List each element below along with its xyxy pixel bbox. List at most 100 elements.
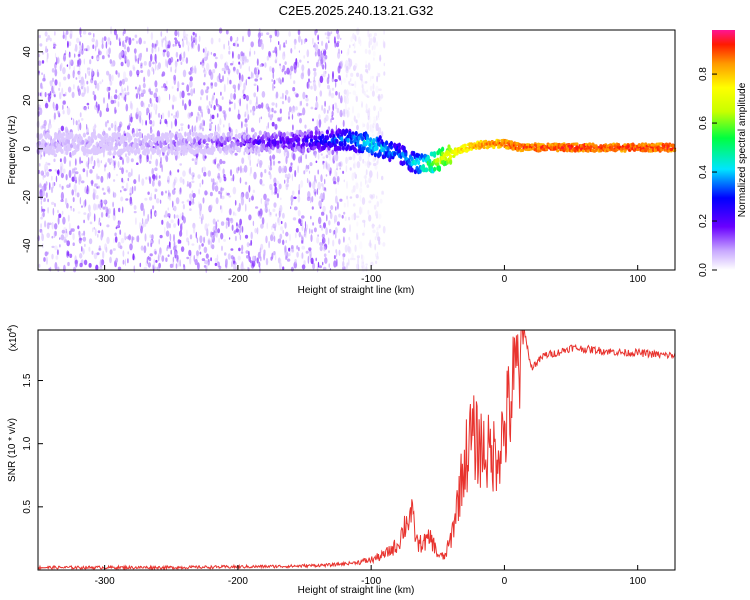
spectrogram-noise-cell: [279, 79, 282, 85]
spectrogram-ridge-cell: [309, 130, 314, 136]
spectrogram-noise-cell: [106, 102, 109, 111]
spectrogram-noise-cell: [158, 238, 160, 245]
spectrogram-noise-cell: [236, 222, 238, 227]
spectrogram-noise-cell: [106, 224, 110, 228]
spectrogram-noise-cell: [232, 174, 235, 182]
spectrogram-noise-cell: [138, 37, 142, 45]
spectrogram-noise-cell: [139, 93, 141, 100]
spectrogram-noise-cell: [379, 106, 382, 112]
spectrogram-noise-cell: [245, 203, 247, 212]
spectrogram-noise-cell: [241, 95, 245, 99]
spectrogram-noise-cell: [285, 231, 289, 237]
spectrogram-noise-cell: [317, 41, 319, 45]
spectrogram-noise-cell: [318, 216, 322, 225]
spectrogram-noise-cell: [252, 72, 254, 79]
spectrogram-noise-cell: [149, 253, 153, 257]
spectrogram-noise-cell: [76, 64, 80, 68]
spectrogram-noise-cell: [265, 257, 269, 266]
spectrogram-noise-cell: [174, 254, 177, 259]
spectrogram-noise-cell: [147, 255, 150, 260]
spectrogram-noise-cell: [147, 262, 151, 268]
spectrogram-noise-cell: [200, 61, 202, 65]
spectrogram-noise-cell: [288, 111, 290, 117]
spectrogram-noise-cell: [148, 60, 152, 68]
spectrogram-noise-cell: [271, 79, 274, 82]
spectrogram-ridge-cell: [436, 157, 440, 163]
spectrogram-noise-cell: [182, 40, 185, 48]
spectrogram-noise-cell: [186, 184, 190, 187]
spectrogram-noise-cell: [100, 175, 104, 183]
spectrogram-noise-cell: [78, 71, 81, 80]
spectrogram-noise-cell: [101, 187, 105, 191]
spectrogram-noise-cell: [274, 86, 276, 89]
spectrogram-noise-cell: [254, 78, 258, 82]
spectrogram-ridge-cell: [354, 148, 358, 154]
spectrogram-noise-cell: [41, 208, 46, 212]
spectrogram-noise-cell: [173, 234, 175, 242]
spectrogram-noise-cell: [210, 37, 214, 45]
spectrogram-noise-cell: [238, 72, 241, 81]
spectrogram-noise-cell: [53, 158, 56, 163]
spectrogram-noise-cell: [166, 60, 169, 69]
spectrogram-noise-cell: [248, 256, 251, 262]
spectrogram-noise-cell: [206, 228, 209, 237]
spectrogram-ridge-cell: [645, 146, 649, 150]
spectrogram-noise-cell: [60, 199, 64, 202]
spectrogram-noise-cell: [194, 67, 197, 74]
spectrogram-ridge-cell: [212, 147, 216, 152]
spectrogram-noise-cell: [59, 183, 62, 188]
spectrogram-noise-cell: [223, 252, 227, 256]
spectrogram-noise-cell: [144, 233, 147, 242]
spectrogram-noise-cell: [356, 112, 361, 119]
spectrogram-noise-cell: [290, 245, 294, 250]
spectrogram-noise-cell: [200, 89, 204, 96]
spectrogram-noise-cell: [180, 246, 185, 253]
spectrogram-noise-cell: [237, 207, 241, 212]
spectrogram-noise-cell: [349, 167, 352, 171]
spectrogram-noise-cell: [117, 101, 120, 108]
spectrogram-noise-cell: [241, 121, 243, 129]
spectrogram-noise-cell: [150, 102, 153, 107]
spectrogram-noise-cell: [77, 88, 81, 96]
spectrogram-noise-cell: [96, 252, 100, 256]
spectrogram-noise-cell: [88, 246, 91, 252]
spectrogram-noise-cell: [361, 197, 366, 205]
spectrogram-noise-cell: [99, 259, 103, 268]
spectrogram-noise-cell: [79, 41, 81, 46]
spectrogram-noise-cell: [155, 60, 158, 64]
spectrogram-noise-cell: [266, 222, 268, 230]
spectrogram-noise-cell: [128, 37, 132, 46]
spectrogram-noise-cell: [107, 37, 111, 45]
spectrogram-noise-cell: [257, 69, 260, 75]
spectrogram-noise-cell: [208, 101, 211, 106]
spectrogram-noise-cell: [120, 50, 124, 56]
spectrogram-noise-cell: [290, 206, 292, 210]
spectrogram-noise-cell: [228, 195, 232, 198]
spectrogram-noise-cell: [309, 162, 313, 167]
spectrogram-noise-cell: [121, 78, 125, 85]
spectrogram-noise-cell: [135, 235, 140, 242]
spectrogram-noise-cell: [61, 185, 64, 190]
spectrogram-noise-cell: [57, 110, 60, 115]
spectrogram-noise-cell: [228, 126, 231, 132]
spectrogram-noise-cell: [46, 222, 50, 230]
spectrogram-noise-cell: [308, 247, 312, 252]
spectrogram-noise-cell: [217, 123, 220, 132]
spectrogram-noise-cell: [296, 251, 299, 258]
spectrogram-noise-cell: [175, 197, 180, 205]
spectrogram-noise-cell: [323, 107, 326, 114]
spectrogram-noise-cell: [123, 188, 127, 192]
spectrogram-noise-cell: [369, 170, 373, 178]
spectrogram-noise-cell: [109, 157, 113, 164]
spectrogram-noise-cell: [310, 215, 312, 220]
spectrogram-noise-cell: [318, 61, 320, 67]
spectrogram-noise-cell: [304, 124, 307, 129]
spectrogram-noise-cell: [180, 126, 184, 132]
spectrogram-noise-cell: [291, 190, 295, 196]
spectrogram-noise-cell: [249, 264, 252, 267]
spectrogram-noise-cell: [143, 245, 147, 254]
spectrogram-frame: [37, 29, 676, 271]
spectrogram-noise-cell: [323, 246, 326, 252]
spectrogram-noise-cell: [215, 221, 218, 230]
spectrogram-noise-cell: [369, 33, 372, 38]
